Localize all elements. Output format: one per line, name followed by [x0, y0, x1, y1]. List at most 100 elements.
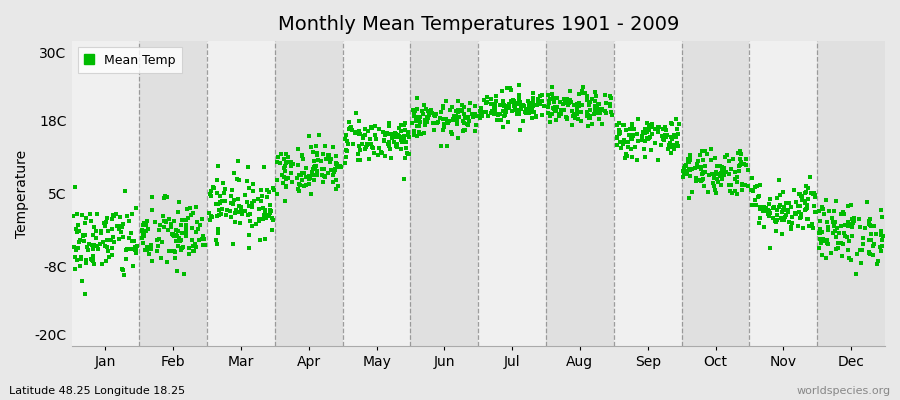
Point [544, 84, 559, 90]
Point [326, 172, 340, 178]
Point [392, 124, 407, 131]
Point [407, 109, 421, 115]
Point [763, 196, 778, 202]
Point [543, 112, 557, 119]
Point [864, 237, 878, 244]
Point [437, 121, 452, 127]
Point [603, 101, 617, 107]
Point [508, 98, 522, 104]
Point [215, 197, 230, 204]
Point [732, 150, 746, 157]
Point [654, 142, 669, 148]
Point [158, 219, 173, 225]
Point [784, 226, 798, 233]
Point [174, 236, 188, 243]
Point [297, 170, 311, 176]
Point [815, 252, 830, 258]
Point [500, 84, 514, 91]
Point [113, 223, 128, 230]
Point [344, 124, 358, 130]
Point [496, 98, 510, 104]
Point [312, 132, 327, 139]
Point [732, 162, 746, 169]
Point [762, 213, 777, 220]
Point [541, 104, 555, 110]
Point [194, 236, 209, 242]
Point [761, 207, 776, 213]
Point [500, 119, 515, 126]
Point [527, 108, 542, 115]
Point [292, 172, 306, 178]
Point [119, 256, 133, 262]
Point [531, 98, 545, 105]
Point [179, 223, 194, 229]
Point [751, 194, 765, 200]
Point [852, 216, 867, 222]
Point [508, 105, 522, 111]
Point [560, 114, 574, 121]
Point [752, 192, 766, 199]
Point [326, 144, 340, 150]
Point [752, 215, 767, 222]
Point [141, 226, 156, 232]
Point [590, 110, 605, 116]
Point [276, 180, 291, 186]
Point [690, 161, 705, 167]
Point [334, 164, 348, 170]
Point [568, 115, 582, 122]
Point [651, 157, 665, 163]
Point [168, 249, 183, 255]
Point [716, 164, 730, 170]
Point [310, 152, 325, 158]
Point [655, 133, 670, 139]
Point [430, 119, 445, 126]
Point [582, 114, 597, 121]
Point [292, 188, 306, 194]
Point [393, 146, 408, 152]
Point [634, 133, 649, 139]
Point [360, 141, 374, 148]
Point [707, 155, 722, 161]
Point [816, 211, 831, 217]
Point [523, 106, 537, 112]
Point [115, 224, 130, 230]
Point [790, 202, 805, 209]
Point [794, 193, 808, 200]
Point [626, 126, 641, 132]
Point [309, 143, 323, 150]
Point [569, 111, 583, 117]
Point [556, 101, 571, 107]
Point [683, 157, 698, 163]
Point [462, 118, 476, 125]
Point [777, 204, 791, 210]
Point [418, 119, 433, 126]
Point [836, 240, 850, 247]
Point [238, 208, 252, 214]
Point [241, 232, 256, 238]
Point [798, 189, 813, 196]
Point [808, 209, 823, 215]
Point [778, 200, 793, 206]
Point [706, 175, 721, 181]
Point [94, 261, 109, 268]
Point [375, 129, 390, 135]
Point [831, 245, 845, 251]
Point [590, 104, 604, 110]
Point [875, 237, 889, 244]
Point [281, 154, 295, 160]
Point [707, 183, 722, 190]
Point [829, 234, 843, 240]
Point [821, 227, 835, 233]
Point [732, 168, 746, 174]
Point [535, 92, 549, 98]
Point [328, 167, 342, 173]
Point [216, 180, 230, 186]
Point [191, 226, 205, 233]
Point [129, 205, 143, 211]
Point [827, 228, 842, 234]
Point [318, 143, 332, 150]
Point [112, 226, 126, 232]
Point [401, 134, 416, 140]
Point [144, 246, 158, 252]
Point [821, 240, 835, 247]
